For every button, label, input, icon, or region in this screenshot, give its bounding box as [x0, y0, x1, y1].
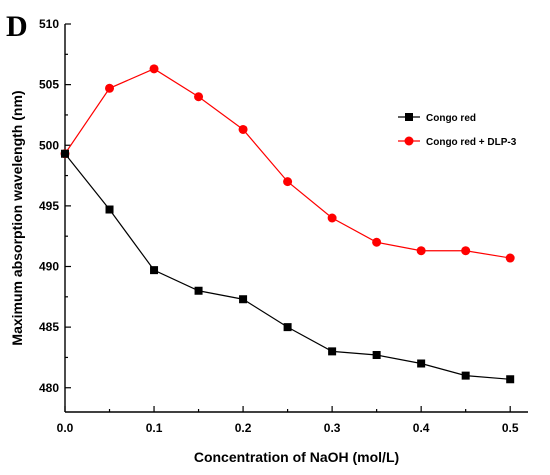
- y-tick-label: 500: [39, 138, 59, 152]
- data-point-circle: [105, 83, 115, 93]
- data-point-circle: [327, 213, 337, 223]
- data-point-square: [461, 371, 470, 380]
- data-point-square: [150, 266, 159, 275]
- series-line: [64, 68, 511, 259]
- data-point-square: [283, 323, 292, 332]
- x-tick-label: 0.5: [502, 421, 519, 435]
- legend-marker: [405, 113, 413, 121]
- y-tick-label: 505: [39, 78, 59, 92]
- data-point-square: [417, 359, 426, 368]
- panel-label: D: [6, 10, 28, 43]
- data-point-circle: [461, 246, 471, 256]
- data-point-circle: [194, 92, 204, 102]
- data-point-square: [105, 205, 114, 214]
- data-point-circle: [416, 246, 426, 256]
- y-tick-label: 510: [39, 17, 59, 31]
- x-axis-title: Concentration of NaOH (mol/L): [194, 449, 399, 465]
- y-tick-label: 490: [39, 260, 59, 274]
- legend: Congo red Congo red + DLP-3: [398, 113, 517, 148]
- data-point-circle: [238, 124, 248, 134]
- legend-label: Congo red: [426, 113, 476, 124]
- x-tick-label: 0.1: [146, 421, 163, 435]
- y-tick-label: 495: [39, 199, 59, 213]
- data-point-square: [328, 347, 337, 356]
- y-axis-title: Maximum absorption wavelength (nm): [9, 90, 25, 345]
- data-point-square: [506, 375, 515, 384]
- data-point-square: [372, 351, 381, 360]
- legend-label: Congo red + DLP-3: [426, 137, 517, 148]
- x-tick-label: 0.3: [324, 421, 341, 435]
- data-point-circle: [283, 177, 293, 187]
- series-line: [64, 153, 511, 380]
- data-point-circle: [149, 64, 159, 74]
- y-tick-label: 485: [39, 320, 59, 334]
- x-tick-label: 0.4: [413, 421, 430, 435]
- legend-marker: [404, 136, 414, 146]
- data-point-circle: [505, 253, 515, 263]
- x-tick-label: 0.2: [235, 421, 252, 435]
- data-point-square: [239, 295, 248, 304]
- data-point-circle: [372, 237, 382, 247]
- plot-area: 0.0 0.1 0.2 0.3 0.4 0.5 480 485 490 495 500 505 510: [39, 17, 528, 435]
- data-point-square: [194, 286, 203, 295]
- y-tick-label: 480: [39, 381, 59, 395]
- x-tick-label: 0.0: [57, 421, 74, 435]
- data-point-square: [61, 149, 69, 158]
